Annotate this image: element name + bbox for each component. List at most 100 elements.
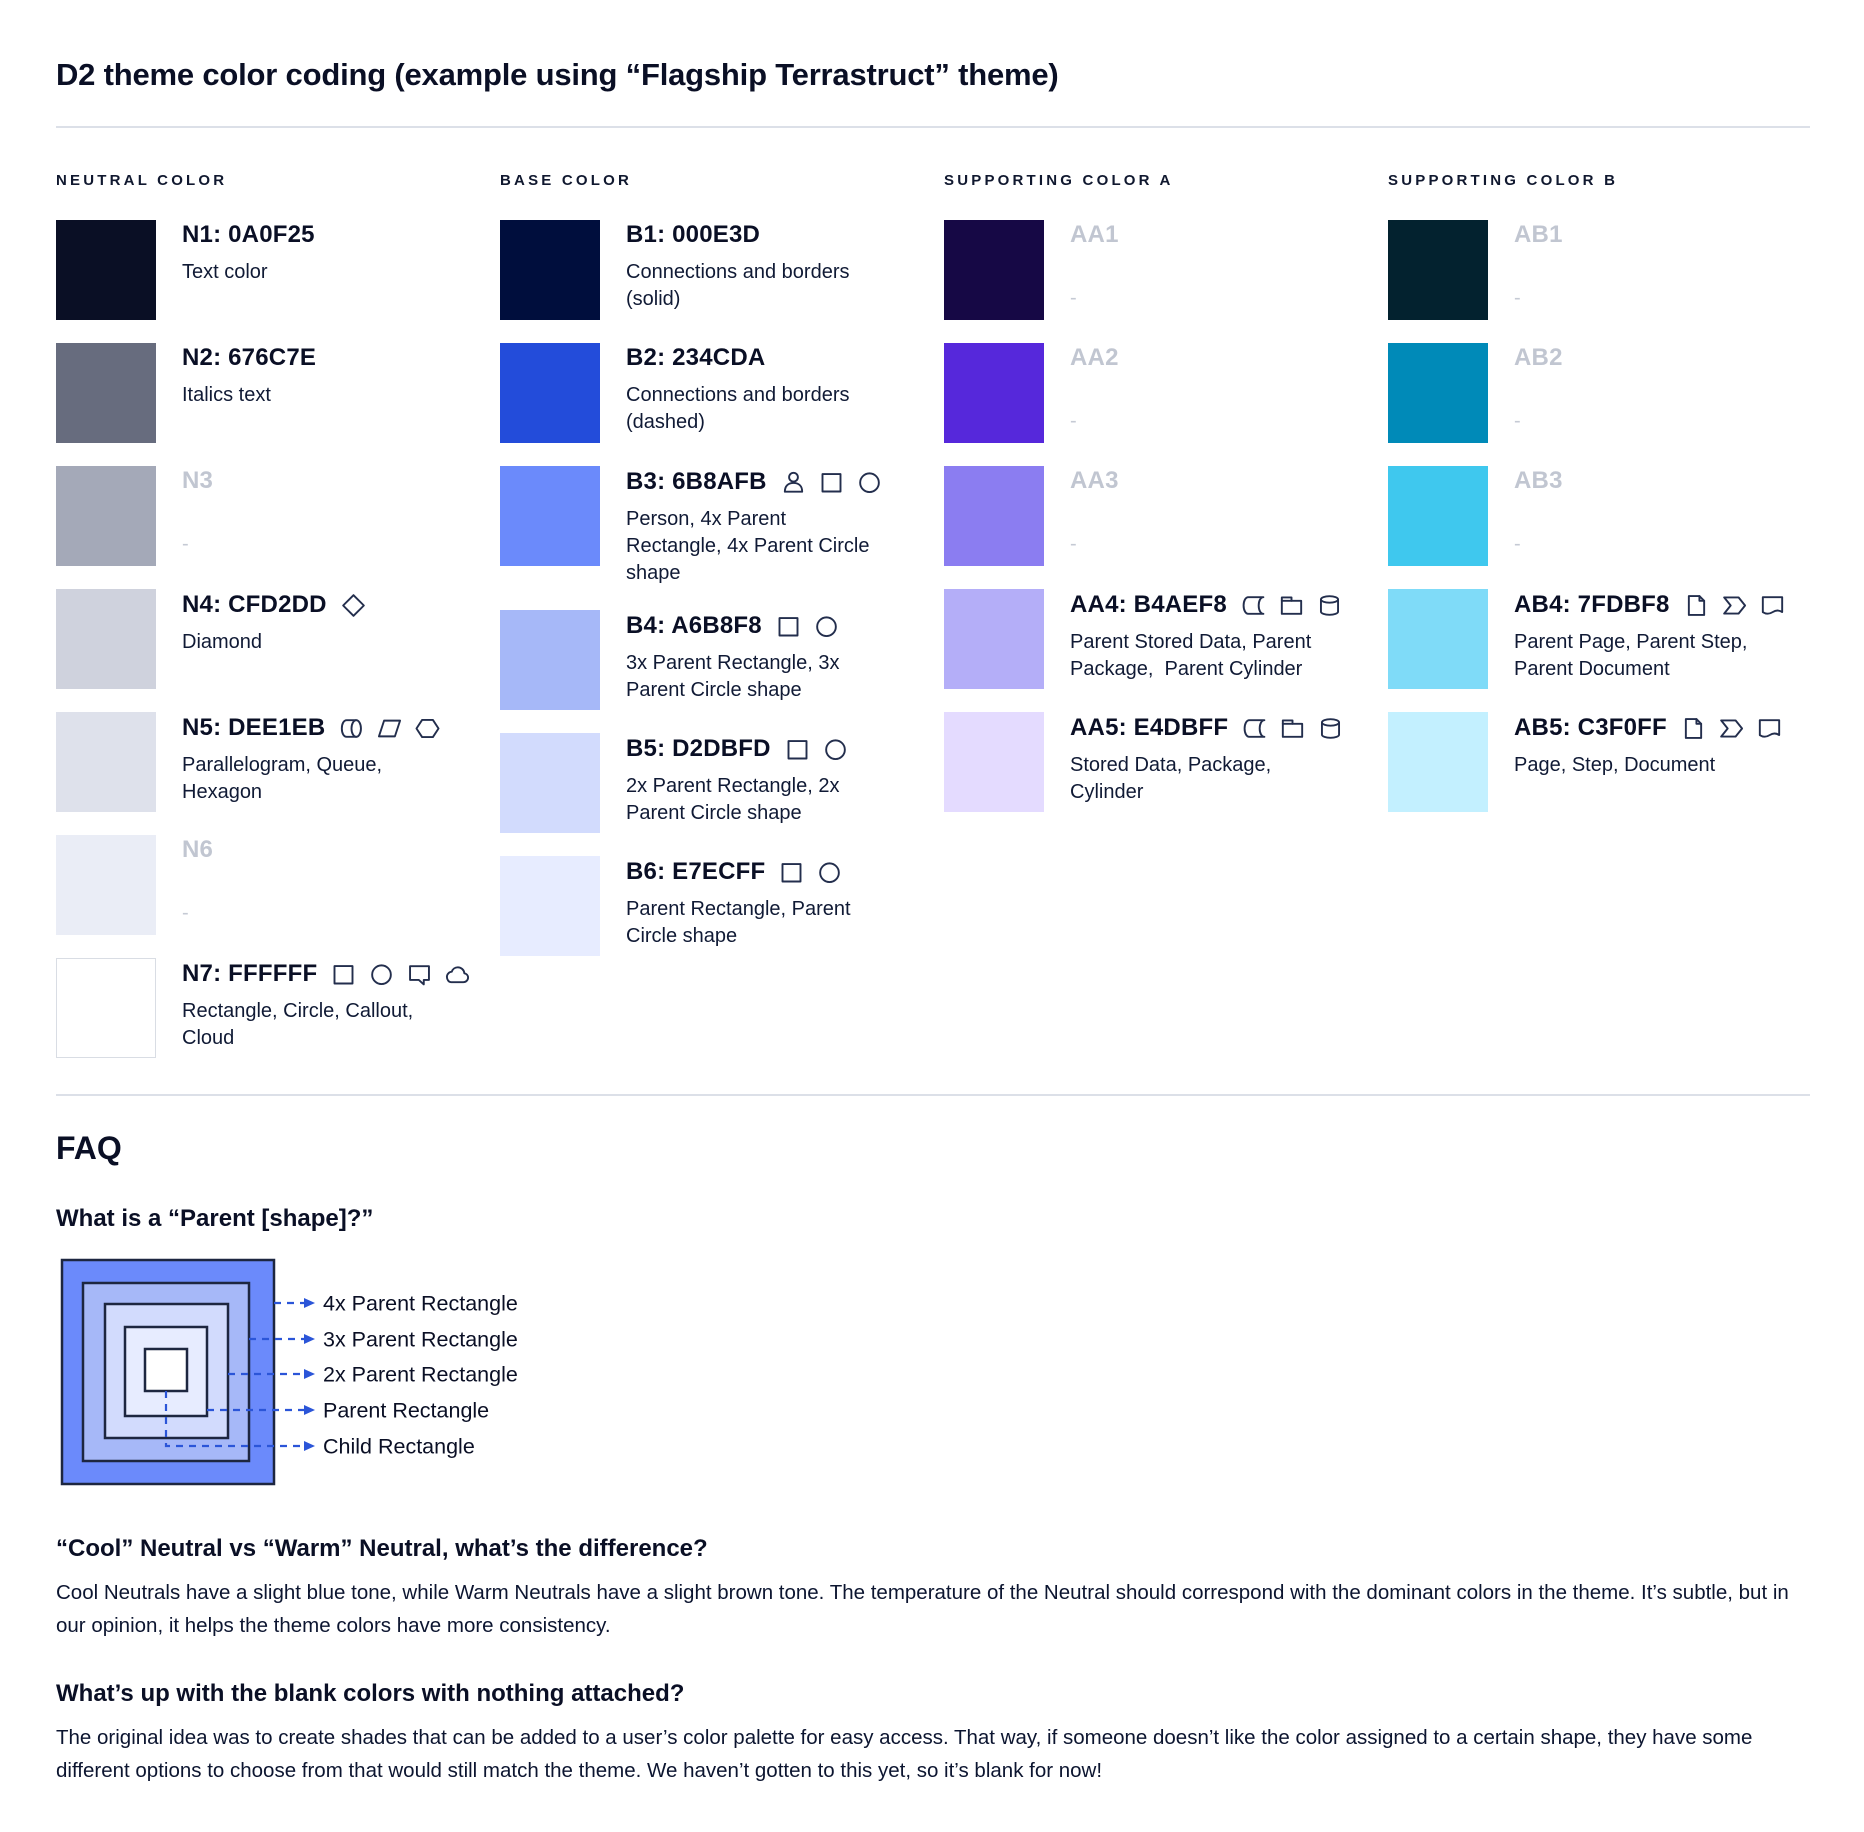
circle-icon xyxy=(822,736,849,763)
color-code: N5: DEE1EB xyxy=(182,713,326,741)
faq-question-blank-colors: What’s up with the blank colors with not… xyxy=(56,1680,685,1707)
faq-heading: FAQ xyxy=(56,1130,122,1166)
cylinder-icon xyxy=(1317,715,1344,742)
swatch xyxy=(56,835,156,935)
palette-item: B1: 000E3D Connections and borders (soli… xyxy=(500,220,944,320)
swatch xyxy=(500,856,600,956)
item-text: AA4: B4AEF8 Parent Stored Data, Parent P… xyxy=(1070,589,1339,689)
color-desc: Text color xyxy=(182,261,268,283)
color-desc: Person, 4x Parent Rectangle, 4x Parent C… xyxy=(626,508,876,584)
swatch xyxy=(56,343,156,443)
palette-item: B4: A6B8F8 3x Parent Rectangle, 3x Paren… xyxy=(500,610,944,710)
code-row: AB1 xyxy=(1514,221,1772,249)
color-code: AA2 xyxy=(1070,344,1119,371)
color-desc: - xyxy=(1514,287,1521,309)
icon-row xyxy=(780,467,883,496)
color-desc: - xyxy=(1514,533,1521,555)
palette-item: N7: FFFFFF Rectangle, Circle, Callout, C… xyxy=(56,958,500,1058)
swatch xyxy=(500,466,600,566)
palette-column: SUPPORTING COLOR A AA1 - AA2 - AA3 xyxy=(944,172,1388,1081)
icon-row xyxy=(784,734,849,763)
swatch xyxy=(500,610,600,710)
color-code: B5: D2DBFD xyxy=(626,734,771,762)
color-desc: - xyxy=(182,533,189,555)
item-text: N1: 0A0F25 Text color xyxy=(182,220,440,320)
callout-icon xyxy=(406,961,433,988)
faq-question-cool-warm: “Cool” Neutral vs “Warm” Neutral, what’s… xyxy=(56,1535,708,1562)
package-icon xyxy=(1278,592,1305,619)
diagram-label: 4x Parent Rectangle xyxy=(323,1292,518,1316)
color-desc: - xyxy=(1514,410,1521,432)
faq-question-parent-shape: What is a “Parent [shape]?” xyxy=(56,1205,374,1232)
code-row: B4: A6B8F8 xyxy=(626,611,884,640)
swatch xyxy=(56,589,156,689)
leader-arrow-icon xyxy=(304,1334,315,1344)
color-desc: - xyxy=(1070,287,1077,309)
item-text: N2: 676C7E Italics text xyxy=(182,343,440,443)
code-row: B2: 234CDA xyxy=(626,344,884,372)
color-desc: - xyxy=(1070,410,1077,432)
column-header: SUPPORTING COLOR B xyxy=(1388,172,1619,189)
item-text: AB4: 7FDBF8 Parent Page, Parent Step, Pa… xyxy=(1514,589,1783,689)
leader-arrow-icon xyxy=(304,1441,315,1451)
page-icon xyxy=(1680,715,1707,742)
icon-row xyxy=(1241,713,1344,742)
color-code: N3 xyxy=(182,467,214,494)
item-text: AB3 - xyxy=(1514,466,1772,566)
code-row: N3 xyxy=(182,467,440,495)
color-code: B1: 000E3D xyxy=(626,221,761,248)
palette-grid: NEUTRAL COLOR N1: 0A0F25 Text color N2: … xyxy=(56,172,1810,1081)
faq-answer-blank-colors: The original idea was to create shades t… xyxy=(56,1726,1753,1782)
palette-item: N1: 0A0F25 Text color xyxy=(56,220,500,320)
swatch xyxy=(56,466,156,566)
palette-item: B3: 6B8AFB Person, 4x Parent Rectangle, … xyxy=(500,466,944,587)
code-row: B1: 000E3D xyxy=(626,221,884,249)
color-desc: - xyxy=(1070,533,1077,555)
color-code: N7: FFFFFF xyxy=(182,959,318,987)
palette-item: AA3 - xyxy=(944,466,1388,566)
palette-item: AA1 - xyxy=(944,220,1388,320)
color-code: AA5: E4DBFF xyxy=(1070,713,1229,741)
color-code: B6: E7ECFF xyxy=(626,857,766,885)
column-items: AA1 - AA2 - AA3 - AA4: xyxy=(944,220,1388,812)
palette-item: N2: 676C7E Italics text xyxy=(56,343,500,443)
parent-shape-diagram: 4x Parent Rectangle 3x Parent Rectangle 2x… xyxy=(60,1258,518,1486)
color-desc: Connections and borders (dashed) xyxy=(626,384,856,433)
item-text: B4: A6B8F8 3x Parent Rectangle, 3x Paren… xyxy=(626,610,884,710)
cylinder-icon xyxy=(1316,592,1343,619)
item-text: AA1 - xyxy=(1070,220,1328,320)
rectangle-icon xyxy=(778,859,805,886)
color-code: B3: 6B8AFB xyxy=(626,467,767,495)
color-desc: Diamond xyxy=(182,631,263,653)
code-row: B5: D2DBFD xyxy=(626,734,884,763)
swatch xyxy=(1388,712,1488,812)
faq-divider xyxy=(56,1094,1810,1096)
swatch xyxy=(1388,589,1488,689)
swatch xyxy=(56,958,156,1058)
icon-row xyxy=(340,590,367,619)
icon-row xyxy=(775,611,840,640)
rectangle-icon xyxy=(330,961,357,988)
item-text: B3: 6B8AFB Person, 4x Parent Rectangle, … xyxy=(626,466,884,587)
color-desc: Parent Rectangle, Parent Circle shape xyxy=(626,898,857,947)
rectangle-icon xyxy=(784,736,811,763)
swatch xyxy=(944,589,1044,689)
leader-line xyxy=(164,1391,304,1448)
color-desc: Page, Step, Document xyxy=(1514,754,1716,776)
rectangle-icon xyxy=(818,469,845,496)
swatch xyxy=(944,712,1044,812)
icon-row xyxy=(1680,713,1783,742)
color-desc: 2x Parent Rectangle, 2x Parent Circle sh… xyxy=(626,775,846,824)
stored-data-icon xyxy=(1241,715,1268,742)
color-code: N1: 0A0F25 xyxy=(182,221,315,248)
diagram-label: 3x Parent Rectangle xyxy=(323,1328,518,1352)
person-icon xyxy=(780,469,807,496)
color-code: AB3 xyxy=(1514,467,1563,494)
color-desc: - xyxy=(182,902,189,924)
circle-icon xyxy=(816,859,843,886)
diagram-label: 2x Parent Rectangle xyxy=(323,1363,518,1387)
color-desc: Stored Data, Package, Cylinder xyxy=(1070,754,1277,803)
icon-row xyxy=(778,857,843,886)
column-items: AB1 - AB2 - AB3 - AB4: xyxy=(1388,220,1832,812)
palette-column: BASE COLOR B1: 000E3D Connections and bo… xyxy=(500,172,944,1081)
